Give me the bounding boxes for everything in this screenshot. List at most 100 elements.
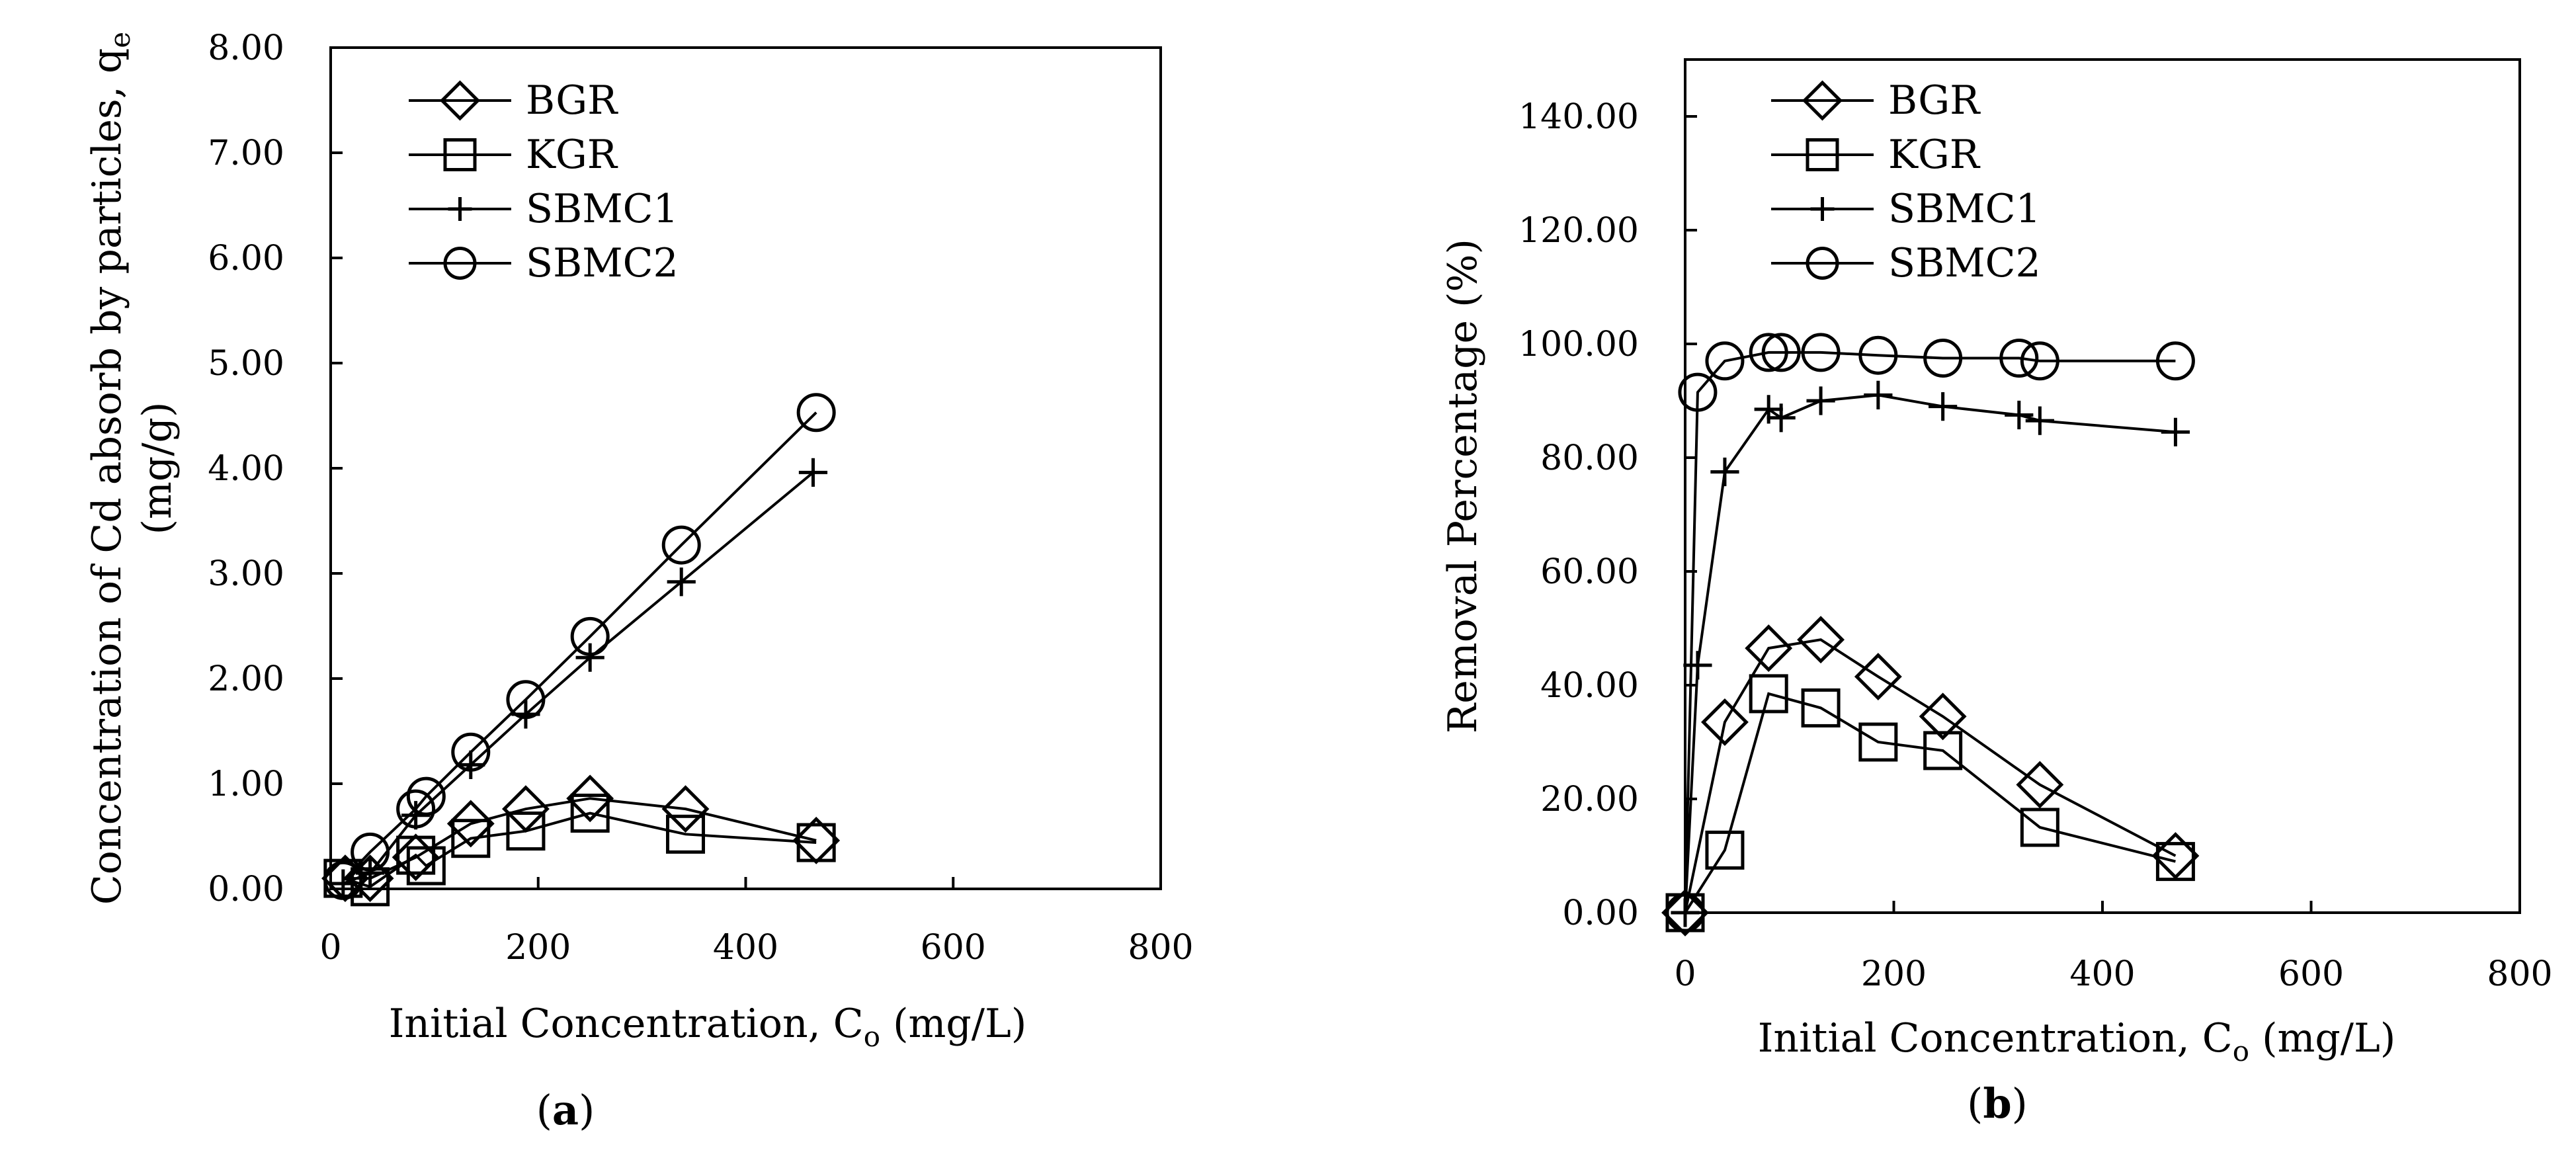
y-tick-label: 0.00 — [1562, 894, 1639, 933]
data-point — [451, 732, 491, 772]
data-point — [1766, 403, 1796, 433]
y-tick-label: 20.00 — [1540, 780, 1639, 819]
y-tick-label: 40.00 — [1540, 666, 1639, 706]
data-point — [1854, 653, 1902, 701]
legend-label: KGR — [1888, 132, 1981, 178]
y-tick-label: 4.00 — [208, 449, 284, 489]
data-point — [396, 835, 436, 875]
y-tick-label: 80.00 — [1540, 438, 1639, 478]
data-point — [329, 869, 358, 898]
series-line — [1684, 351, 2176, 913]
legend: BGR KGR SBMC1 SBMC2 — [409, 77, 679, 286]
legend-label: KGR — [526, 132, 618, 178]
data-point — [1923, 339, 1963, 378]
data-point — [2016, 761, 2064, 809]
data-point — [1806, 386, 1835, 415]
data-point — [2005, 400, 2034, 430]
x-tick-label: 800 — [1128, 928, 1193, 968]
series-line — [343, 471, 814, 885]
data-point — [451, 819, 491, 858]
legend-label: SBMC2 — [526, 240, 679, 286]
y-tick-label: 6.00 — [208, 239, 284, 278]
data-point — [575, 643, 604, 672]
legend-marker — [1810, 197, 1835, 221]
y-tick-label: 100.00 — [1518, 325, 1639, 364]
x-tick-label: 400 — [2069, 954, 2135, 994]
data-point — [506, 811, 546, 851]
y-tick-label: 1.00 — [208, 765, 284, 804]
data-point — [351, 832, 390, 872]
x-axis-label: Initial Concentration, Co (mg/L) — [389, 1001, 1027, 1053]
data-point — [570, 616, 610, 656]
legend-marker — [1806, 138, 1839, 171]
data-point — [323, 860, 363, 900]
data-point — [2020, 808, 2059, 847]
x-tick-label: 0 — [319, 928, 341, 968]
plot-frame — [1684, 58, 2521, 914]
panel-caption: (a) — [536, 1086, 595, 1134]
data-point — [1864, 380, 1893, 409]
series-line — [342, 411, 817, 882]
legend-label: SBMC2 — [1888, 240, 2041, 286]
data-point — [1745, 624, 1793, 673]
y-axis-label: Removal Percentage (%) — [1440, 239, 1486, 733]
data-point — [406, 846, 446, 886]
series-kgr — [323, 794, 836, 907]
legend: BGR KGR SBMC1 SBMC2 — [1771, 77, 2041, 286]
y-tick-label: 140.00 — [1518, 97, 1639, 137]
data-point — [1701, 698, 1749, 746]
data-point — [1797, 616, 1845, 664]
series-line — [345, 797, 817, 880]
data-point — [667, 567, 696, 597]
series-bgr — [1661, 616, 2200, 936]
legend-label: BGR — [1888, 77, 1981, 124]
data-point — [798, 458, 828, 487]
y-tick-label: 3.00 — [208, 554, 284, 594]
series-line — [1684, 692, 2176, 914]
data-point — [2151, 832, 2200, 880]
legend-marker — [1806, 247, 1839, 280]
data-point — [1661, 889, 1709, 936]
data-point — [1749, 674, 1788, 714]
data-point — [396, 789, 436, 829]
series-line — [343, 811, 817, 889]
x-tick-label: 200 — [1861, 954, 1927, 994]
data-point — [566, 774, 614, 823]
y-tick-label: 60.00 — [1540, 552, 1639, 592]
y-tick-label: 7.00 — [208, 134, 284, 173]
data-point — [1705, 341, 1745, 381]
data-point — [406, 776, 446, 816]
x-tick-label: 400 — [713, 928, 778, 968]
series-line — [1684, 638, 2177, 913]
legend-marker — [439, 80, 481, 121]
data-point — [666, 814, 706, 854]
series-sbmc2 — [323, 393, 836, 900]
x-axis-label: Initial Concentration, Co (mg/L) — [1758, 1015, 2396, 1067]
x-tick-label: 200 — [505, 928, 571, 968]
legend-marker — [443, 138, 477, 171]
data-point — [506, 680, 546, 720]
series-kgr — [1665, 674, 2195, 933]
chart-b: 0.00 20.00 40.00 60.00 80.00 100.00 120.00 140.… — [1440, 58, 2553, 1128]
data-point — [796, 823, 836, 862]
data-point — [1858, 722, 1898, 762]
data-point — [346, 854, 394, 903]
x-tick-label: 800 — [2487, 954, 2552, 994]
data-point — [1923, 731, 1963, 770]
data-point — [1705, 830, 1745, 870]
data-point — [2155, 341, 2195, 381]
y-axis-label-units: (mg/g) — [134, 402, 181, 535]
series-sbmc1 — [1671, 380, 2190, 927]
data-point — [392, 833, 440, 882]
series-sbmc1 — [329, 458, 828, 898]
legend-marker — [448, 197, 472, 221]
legend-label: SBMC1 — [1888, 186, 2041, 232]
data-point — [1710, 457, 1739, 487]
series-sbmc2 — [1665, 333, 2195, 933]
data-point — [661, 525, 701, 565]
data-point — [1683, 651, 1712, 680]
data-point — [570, 794, 610, 833]
y-tick-label: 120.00 — [1518, 211, 1639, 251]
series-line — [1684, 394, 2176, 913]
